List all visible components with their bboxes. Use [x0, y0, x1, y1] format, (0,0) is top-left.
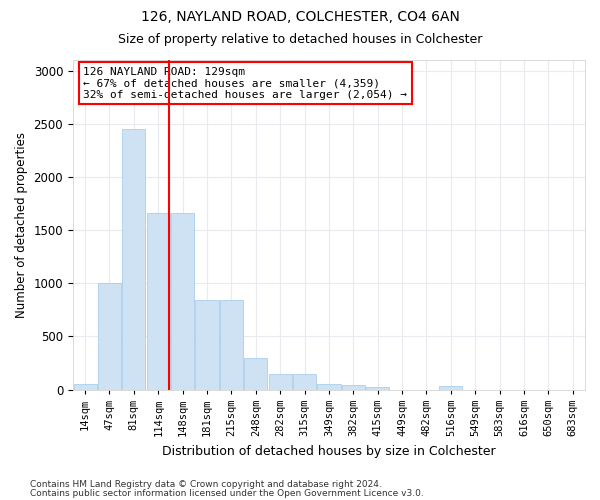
Bar [317, 384, 341, 390]
Bar [220, 300, 243, 390]
Text: Contains public sector information licensed under the Open Government Licence v3: Contains public sector information licen… [30, 489, 424, 498]
X-axis label: Distribution of detached houses by size in Colchester: Distribution of detached houses by size … [162, 444, 496, 458]
Bar [146, 213, 170, 390]
Bar [366, 387, 389, 390]
Bar [171, 213, 194, 390]
Bar [196, 300, 218, 390]
Y-axis label: Number of detached properties: Number of detached properties [15, 132, 28, 318]
Bar [98, 284, 121, 390]
Text: Contains HM Land Registry data © Crown copyright and database right 2024.: Contains HM Land Registry data © Crown c… [30, 480, 382, 489]
Bar [122, 129, 145, 390]
Bar [269, 374, 292, 390]
Bar [342, 386, 365, 390]
Text: 126, NAYLAND ROAD, COLCHESTER, CO4 6AN: 126, NAYLAND ROAD, COLCHESTER, CO4 6AN [140, 10, 460, 24]
Text: Size of property relative to detached houses in Colchester: Size of property relative to detached ho… [118, 32, 482, 46]
Text: 126 NAYLAND ROAD: 129sqm
← 67% of detached houses are smaller (4,359)
32% of sem: 126 NAYLAND ROAD: 129sqm ← 67% of detach… [83, 66, 407, 100]
Bar [439, 386, 463, 390]
Bar [244, 358, 268, 390]
Bar [293, 374, 316, 390]
Bar [74, 384, 97, 390]
